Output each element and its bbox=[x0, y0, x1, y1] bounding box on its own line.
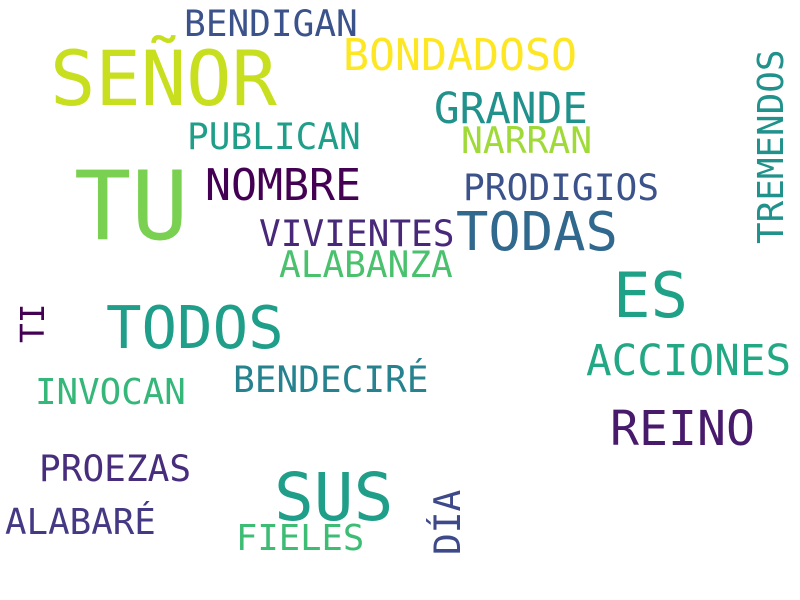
word-alabanza: ALABANZA bbox=[279, 244, 453, 286]
word-reino: REINO bbox=[610, 401, 756, 457]
word-es: ES bbox=[613, 259, 689, 332]
word-invocan: INVOCAN bbox=[35, 372, 186, 413]
word-todas: TODAS bbox=[456, 200, 618, 263]
word-acciones: ACCIONES bbox=[586, 336, 792, 386]
word-grande: GRANDE bbox=[434, 84, 588, 134]
word-proezas: PROEZAS bbox=[39, 448, 192, 490]
word-sus: SUS bbox=[274, 459, 394, 536]
word-publican: PUBLICAN bbox=[187, 116, 361, 158]
word-prodigios: PRODIGIOS bbox=[463, 166, 660, 209]
word-tremendos: TREMENDOS bbox=[751, 49, 792, 244]
word-fieles: FIELES bbox=[236, 518, 365, 559]
word-senor: SEÑOR bbox=[50, 35, 277, 123]
word-dia: DÍA bbox=[427, 489, 469, 555]
word-narran: NARRAN bbox=[461, 119, 593, 162]
word-bendigan: BENDIGAN bbox=[184, 3, 358, 45]
word-vivientes: VIVIENTES bbox=[259, 213, 455, 255]
word-bondadoso: BONDADOSO bbox=[343, 31, 578, 81]
word-nombre: NOMBRE bbox=[205, 161, 362, 211]
word-todos: TODOS bbox=[106, 293, 284, 362]
word-ti: TI bbox=[14, 303, 52, 344]
word-alabare: ALABARÉ bbox=[5, 502, 156, 543]
word-bendecire: BENDECIRÉ bbox=[233, 359, 429, 401]
word-tu: TU bbox=[74, 152, 189, 262]
